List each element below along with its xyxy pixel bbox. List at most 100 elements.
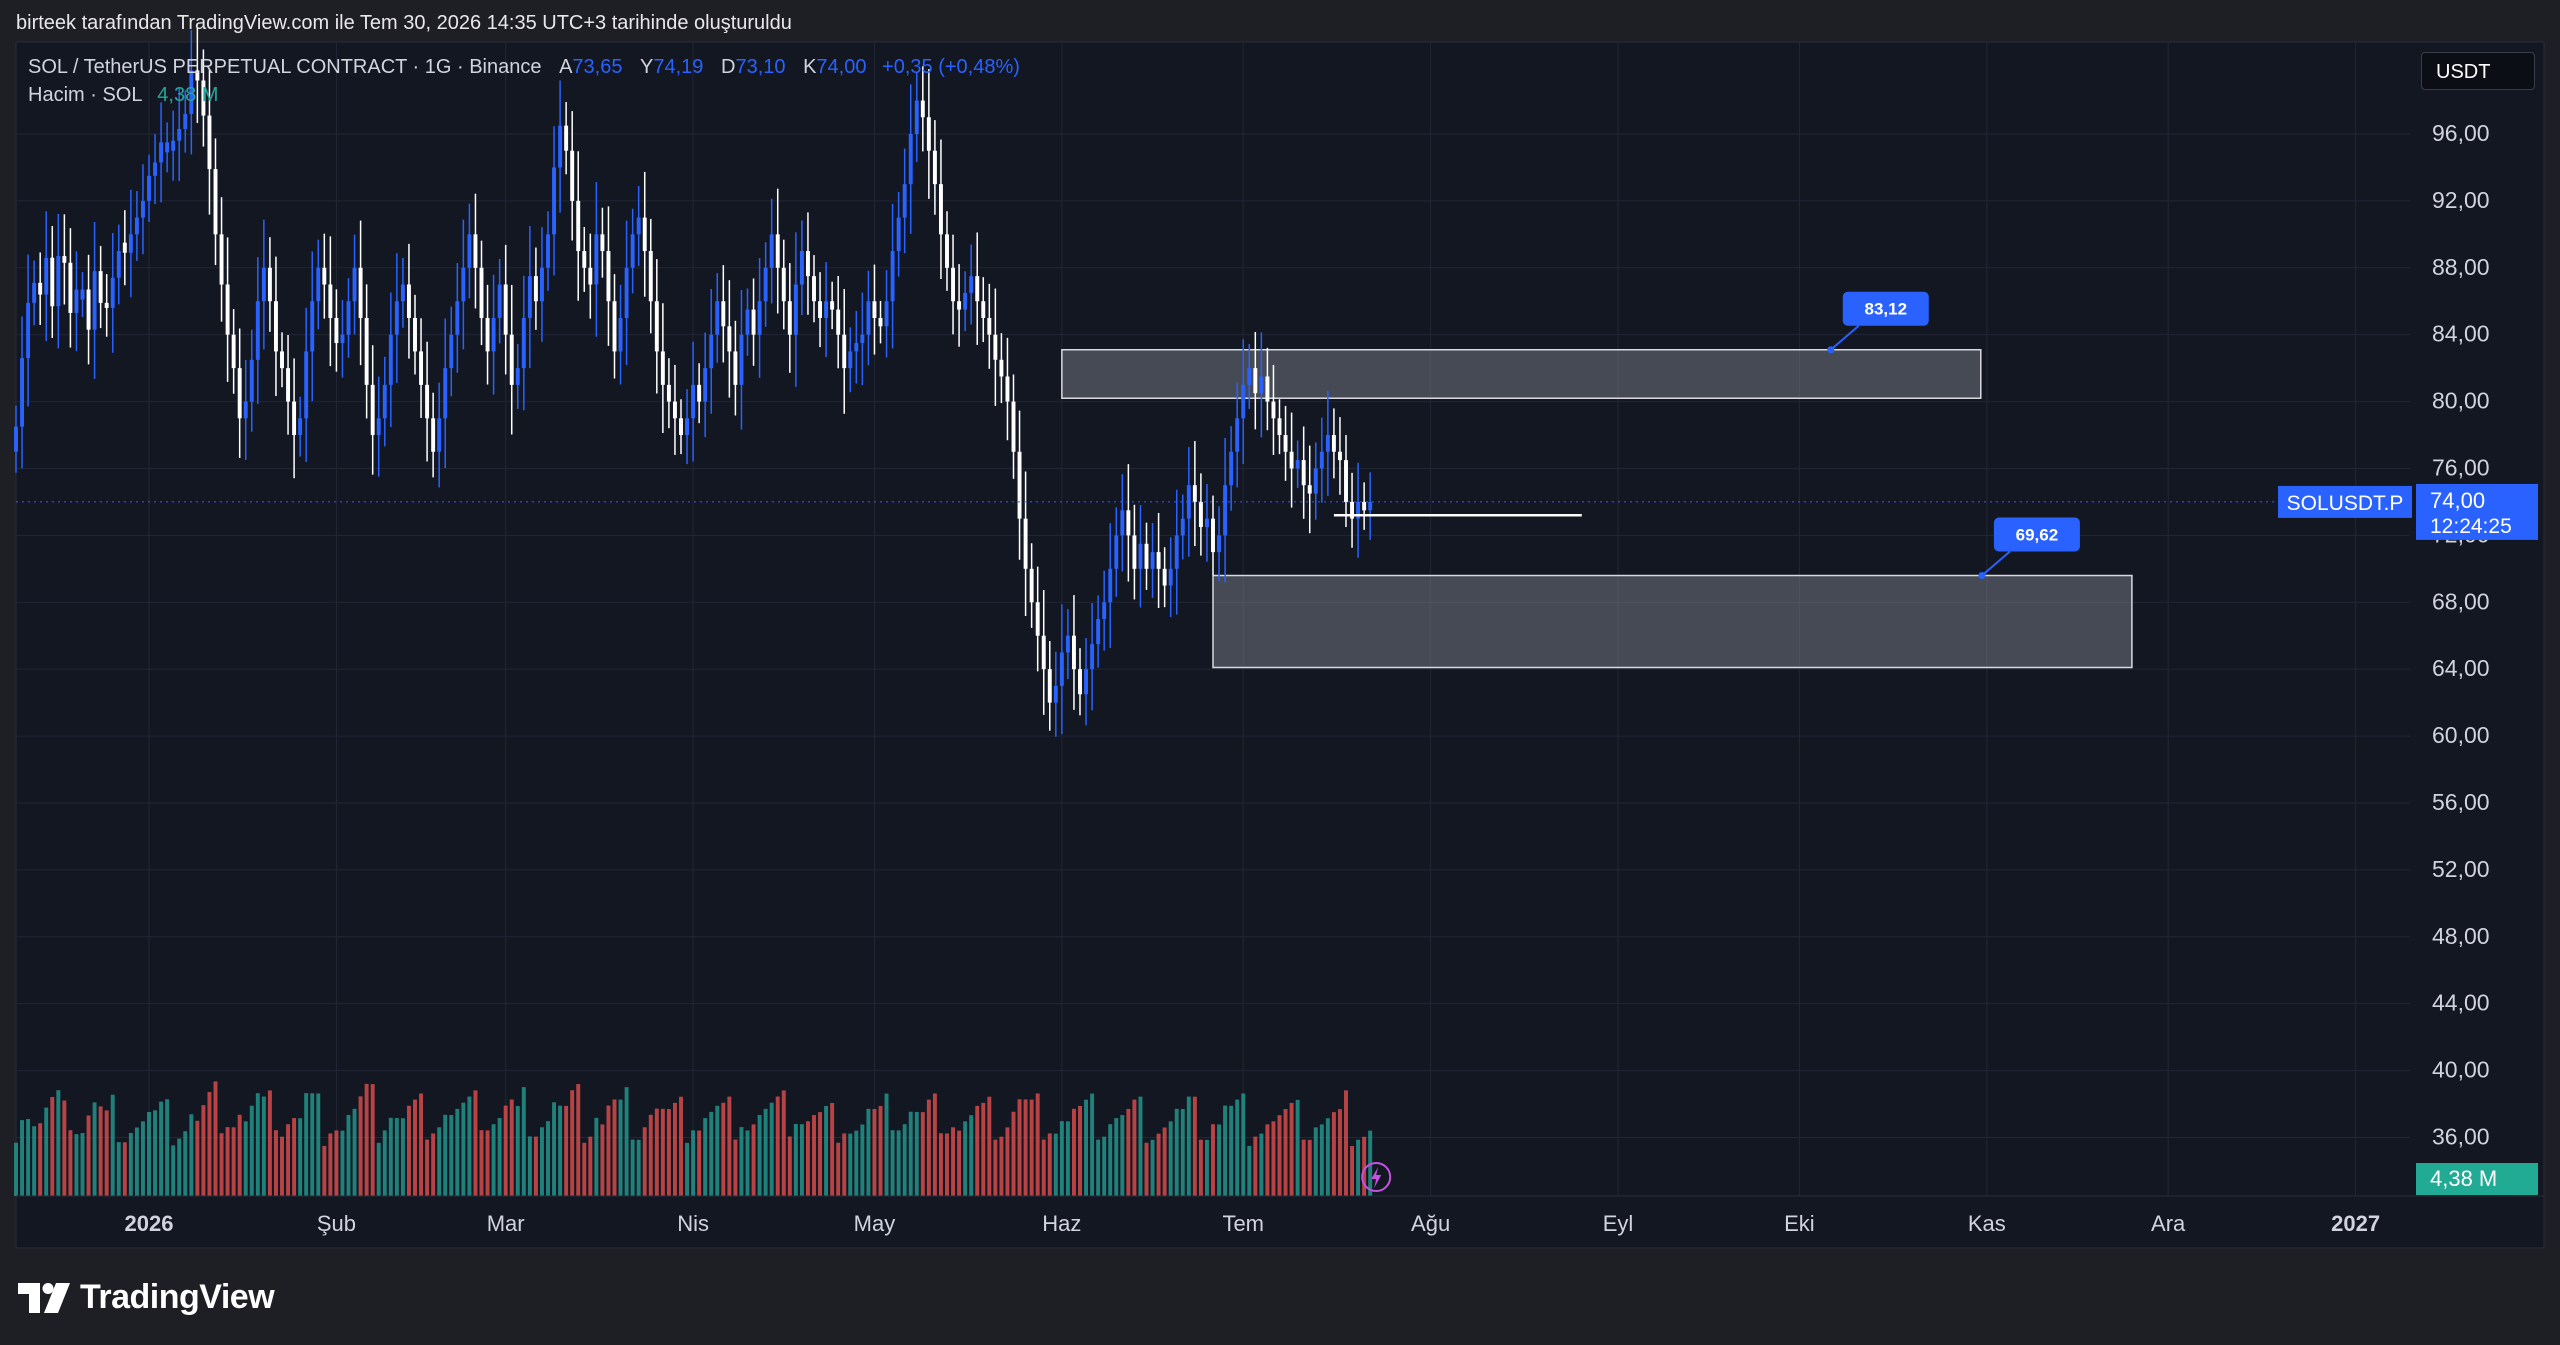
- volume-bar: [1059, 1121, 1064, 1196]
- volume-bar: [963, 1121, 968, 1196]
- price-tick-label: 92,00: [2432, 187, 2490, 213]
- candle-body: [963, 292, 968, 310]
- candle-body: [624, 267, 629, 318]
- volume-bar: [1150, 1139, 1155, 1196]
- volume-bar: [1168, 1121, 1173, 1196]
- volume-bar: [1319, 1124, 1324, 1196]
- candle-body: [1071, 635, 1076, 670]
- candle-body: [926, 117, 931, 151]
- volume-bar: [570, 1090, 575, 1196]
- volume-bar: [648, 1114, 653, 1196]
- volume-bar: [388, 1117, 393, 1196]
- close-value: 74,00: [816, 56, 867, 78]
- volume-bar: [920, 1112, 925, 1196]
- volume-bar: [68, 1130, 73, 1196]
- candle-body: [679, 418, 683, 436]
- volume-bar: [812, 1115, 816, 1196]
- candle-body: [884, 301, 889, 327]
- time-tick-label: Ara: [2151, 1211, 2186, 1236]
- volume-bar: [38, 1123, 43, 1196]
- volume-bar: [1217, 1124, 1222, 1196]
- volume-bar: [666, 1109, 671, 1196]
- volume-bar: [987, 1096, 992, 1196]
- candle-body: [473, 234, 478, 268]
- volume-bar: [56, 1090, 61, 1196]
- volume-bar: [147, 1112, 151, 1196]
- candle-body: [243, 401, 248, 419]
- candle-body: [249, 359, 254, 402]
- volume-bar: [1271, 1121, 1276, 1196]
- candle-body: [38, 282, 43, 295]
- volume-bar: [908, 1111, 913, 1196]
- candle-body: [642, 217, 647, 252]
- volume-bar: [787, 1136, 792, 1196]
- volume-bar: [660, 1108, 665, 1196]
- price-tick-label: 36,00: [2432, 1123, 2490, 1149]
- volume-bar: [945, 1133, 949, 1196]
- zones: 83,12 69,62: [1061, 291, 2133, 669]
- volume-bar: [286, 1124, 291, 1196]
- candle-body: [116, 251, 121, 278]
- volume-bar: [642, 1127, 647, 1196]
- candle-body: [364, 317, 369, 385]
- volume-bar: [86, 1115, 91, 1196]
- price-tick-label: 96,00: [2432, 120, 2490, 146]
- price-tag-value: 74,00: [2430, 488, 2485, 513]
- candle-body: [969, 276, 974, 293]
- zone-label: 69,62: [2016, 526, 2059, 545]
- candle-body: [757, 301, 762, 335]
- candle-body: [660, 351, 665, 385]
- volume-bar: [691, 1130, 696, 1196]
- candle-body: [322, 267, 327, 285]
- candle-body: [382, 384, 387, 419]
- volume-bar: [310, 1093, 315, 1196]
- candle-body: [1265, 376, 1270, 402]
- volume-bar: [1132, 1099, 1137, 1196]
- volume-bar: [527, 1136, 532, 1196]
- volume-bar: [1192, 1096, 1197, 1196]
- volume-bar: [92, 1102, 97, 1196]
- volume-bar: [1071, 1108, 1076, 1196]
- candle-body: [709, 334, 714, 369]
- candle-body: [618, 317, 623, 352]
- volume-bar: [1313, 1127, 1318, 1196]
- candle-body: [128, 234, 133, 253]
- volume-bar: [316, 1093, 321, 1196]
- candle-body: [914, 100, 919, 134]
- candle-body: [920, 100, 925, 118]
- time-tick-label: 2026: [125, 1211, 174, 1236]
- volume-bar: [1011, 1111, 1016, 1196]
- candle-body: [298, 418, 303, 436]
- volume-bar: [449, 1114, 454, 1196]
- candle-body: [122, 242, 127, 253]
- currency-selector[interactable]: USDT: [2421, 52, 2535, 90]
- volume-bar: [80, 1133, 85, 1196]
- candle-body: [878, 317, 883, 327]
- volume-bar: [213, 1081, 218, 1196]
- tradingview-logo[interactable]: TradingView: [18, 1278, 275, 1317]
- candle-body: [419, 351, 424, 385]
- candle-body: [467, 234, 472, 268]
- candle-body: [1059, 652, 1064, 686]
- volume-bar: [630, 1139, 635, 1196]
- volume-bar: [1211, 1124, 1215, 1196]
- volume-bar: [50, 1097, 55, 1196]
- candle-body: [739, 334, 744, 385]
- candle-body: [570, 150, 575, 201]
- volume-bar: [618, 1099, 623, 1196]
- volume-bar: [1108, 1124, 1113, 1196]
- candle-body: [564, 125, 569, 151]
- candle-body: [334, 317, 339, 344]
- candle-body: [1102, 602, 1107, 619]
- price-tick-label: 76,00: [2432, 454, 2490, 480]
- candle-body: [539, 267, 544, 302]
- volume-bar: [473, 1090, 478, 1196]
- volume-bar: [1041, 1139, 1046, 1196]
- candle-body: [1198, 501, 1203, 528]
- volume-bar: [938, 1133, 943, 1196]
- volume-bar: [1344, 1090, 1348, 1196]
- candle-body: [533, 276, 538, 302]
- volume-bar: [842, 1133, 847, 1196]
